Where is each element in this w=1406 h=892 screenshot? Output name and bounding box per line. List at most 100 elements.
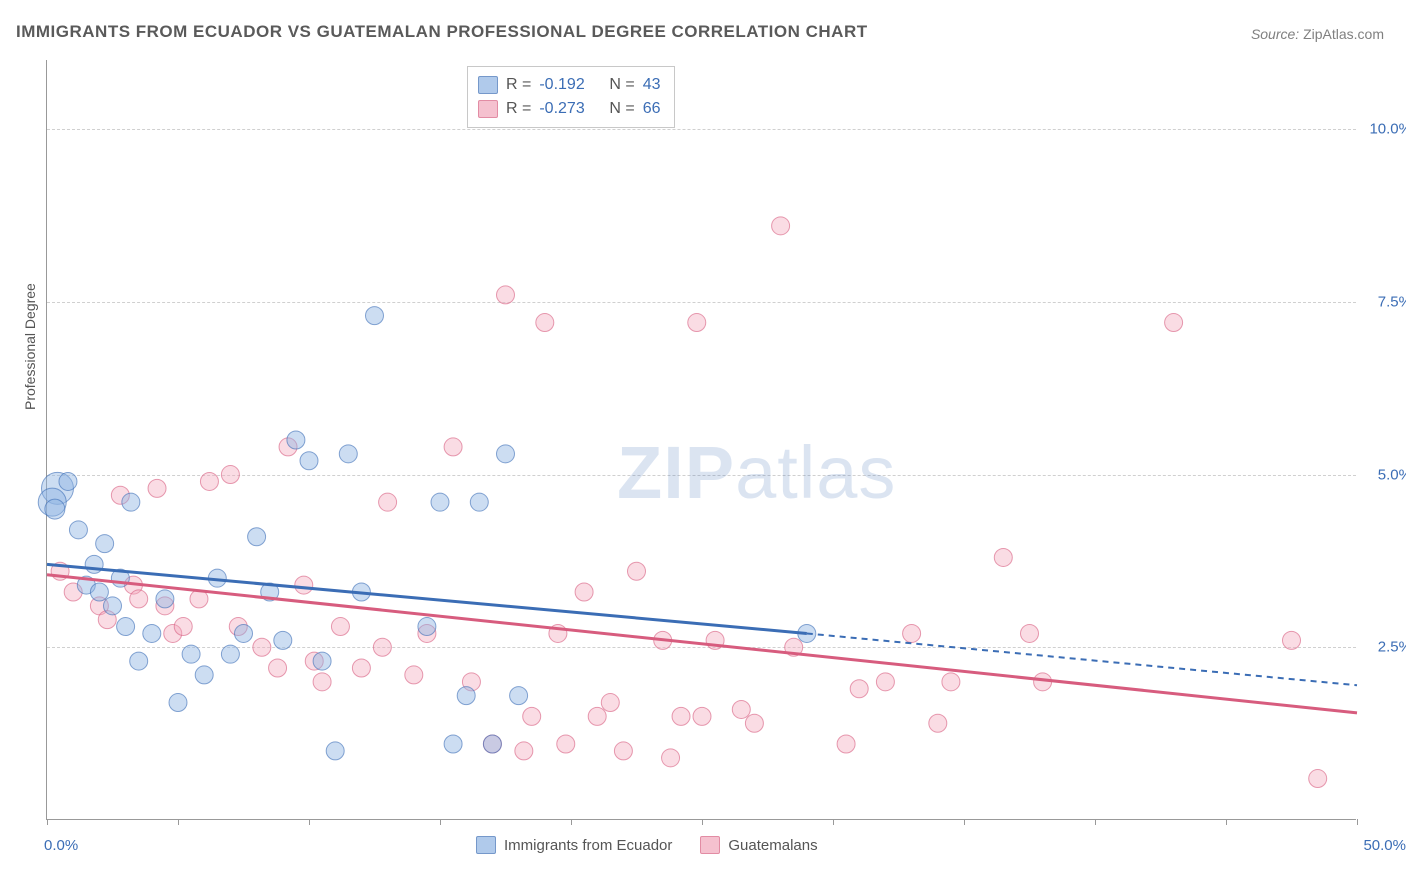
data-point	[1283, 631, 1301, 649]
data-point	[444, 438, 462, 456]
stat-n-value-1: 43	[643, 76, 661, 94]
data-point	[117, 618, 135, 636]
plot-region: ZIPatlas R = -0.192 N = 43 R = -0.273 N …	[46, 60, 1356, 820]
data-point	[588, 707, 606, 725]
data-point	[850, 680, 868, 698]
data-point	[405, 666, 423, 684]
data-point	[69, 521, 87, 539]
data-point	[366, 307, 384, 325]
data-point	[274, 631, 292, 649]
data-point	[523, 707, 541, 725]
data-point	[418, 618, 436, 636]
data-point	[313, 652, 331, 670]
stat-n-value-2: 66	[643, 100, 661, 118]
legend-item-1: Immigrants from Ecuador	[476, 836, 672, 854]
data-point	[994, 548, 1012, 566]
data-point	[248, 528, 266, 546]
y-axis-label: Professional Degree	[22, 283, 38, 410]
data-point	[601, 694, 619, 712]
x-tick-label-min: 0.0%	[44, 837, 78, 854]
data-point	[457, 687, 475, 705]
data-point	[45, 499, 65, 519]
legend-label-1: Immigrants from Ecuador	[504, 837, 672, 854]
source-name: ZipAtlas.com	[1303, 26, 1384, 42]
legend-swatch-1	[476, 836, 496, 854]
x-tick	[1357, 819, 1358, 825]
data-point	[156, 590, 174, 608]
data-point	[59, 472, 77, 490]
data-point	[295, 576, 313, 594]
data-point	[693, 707, 711, 725]
data-point	[444, 735, 462, 753]
stat-n-label: N =	[609, 76, 634, 94]
stats-row-1: R = -0.192 N = 43	[478, 73, 660, 97]
data-point	[497, 286, 515, 304]
scatter-svg	[47, 60, 1357, 820]
data-point	[326, 742, 344, 760]
data-point	[431, 493, 449, 511]
swatch-series-1	[478, 76, 498, 94]
data-point	[221, 645, 239, 663]
data-point	[130, 590, 148, 608]
source-credit: Source: ZipAtlas.com	[1251, 26, 1384, 42]
data-point	[575, 583, 593, 601]
y-tick-label: 7.5%	[1378, 293, 1406, 310]
data-point	[379, 493, 397, 511]
data-point	[470, 493, 488, 511]
data-point	[515, 742, 533, 760]
data-point	[903, 624, 921, 642]
stat-r-label: R =	[506, 100, 531, 118]
data-point	[331, 618, 349, 636]
data-point	[143, 624, 161, 642]
data-point	[90, 583, 108, 601]
data-point	[287, 431, 305, 449]
data-point	[536, 314, 554, 332]
data-point	[253, 638, 271, 656]
data-point	[339, 445, 357, 463]
data-point	[104, 597, 122, 615]
stat-n-label: N =	[609, 100, 634, 118]
data-point	[130, 652, 148, 670]
data-point	[174, 618, 192, 636]
data-point	[148, 479, 166, 497]
data-point	[510, 687, 528, 705]
data-point	[688, 314, 706, 332]
stat-r-value-1: -0.192	[539, 76, 601, 94]
data-point	[269, 659, 287, 677]
data-point	[483, 735, 501, 753]
bottom-legend: Immigrants from Ecuador Guatemalans	[476, 836, 818, 854]
data-point	[662, 749, 680, 767]
chart-title: IMMIGRANTS FROM ECUADOR VS GUATEMALAN PR…	[16, 22, 868, 42]
data-point	[169, 694, 187, 712]
data-point	[235, 624, 253, 642]
y-tick-label: 10.0%	[1369, 121, 1406, 138]
data-point	[497, 445, 515, 463]
trend-line	[47, 575, 1357, 713]
stat-r-value-2: -0.273	[539, 100, 601, 118]
data-point	[672, 707, 690, 725]
data-point	[352, 659, 370, 677]
data-point	[122, 493, 140, 511]
stat-r-label: R =	[506, 76, 531, 94]
data-point	[837, 735, 855, 753]
data-point	[182, 645, 200, 663]
x-tick-label-max: 50.0%	[1363, 837, 1406, 854]
data-point	[557, 735, 575, 753]
swatch-series-2	[478, 100, 498, 118]
data-point	[221, 466, 239, 484]
data-point	[1165, 314, 1183, 332]
chart-area: ZIPatlas R = -0.192 N = 43 R = -0.273 N …	[46, 60, 1356, 820]
data-point	[942, 673, 960, 691]
data-point	[200, 472, 218, 490]
legend-swatch-2	[700, 836, 720, 854]
legend-label-2: Guatemalans	[728, 837, 817, 854]
data-point	[1309, 770, 1327, 788]
data-point	[732, 700, 750, 718]
data-point	[373, 638, 391, 656]
data-point	[745, 714, 763, 732]
data-point	[614, 742, 632, 760]
data-point	[313, 673, 331, 691]
legend-item-2: Guatemalans	[700, 836, 817, 854]
data-point	[876, 673, 894, 691]
data-point	[300, 452, 318, 470]
